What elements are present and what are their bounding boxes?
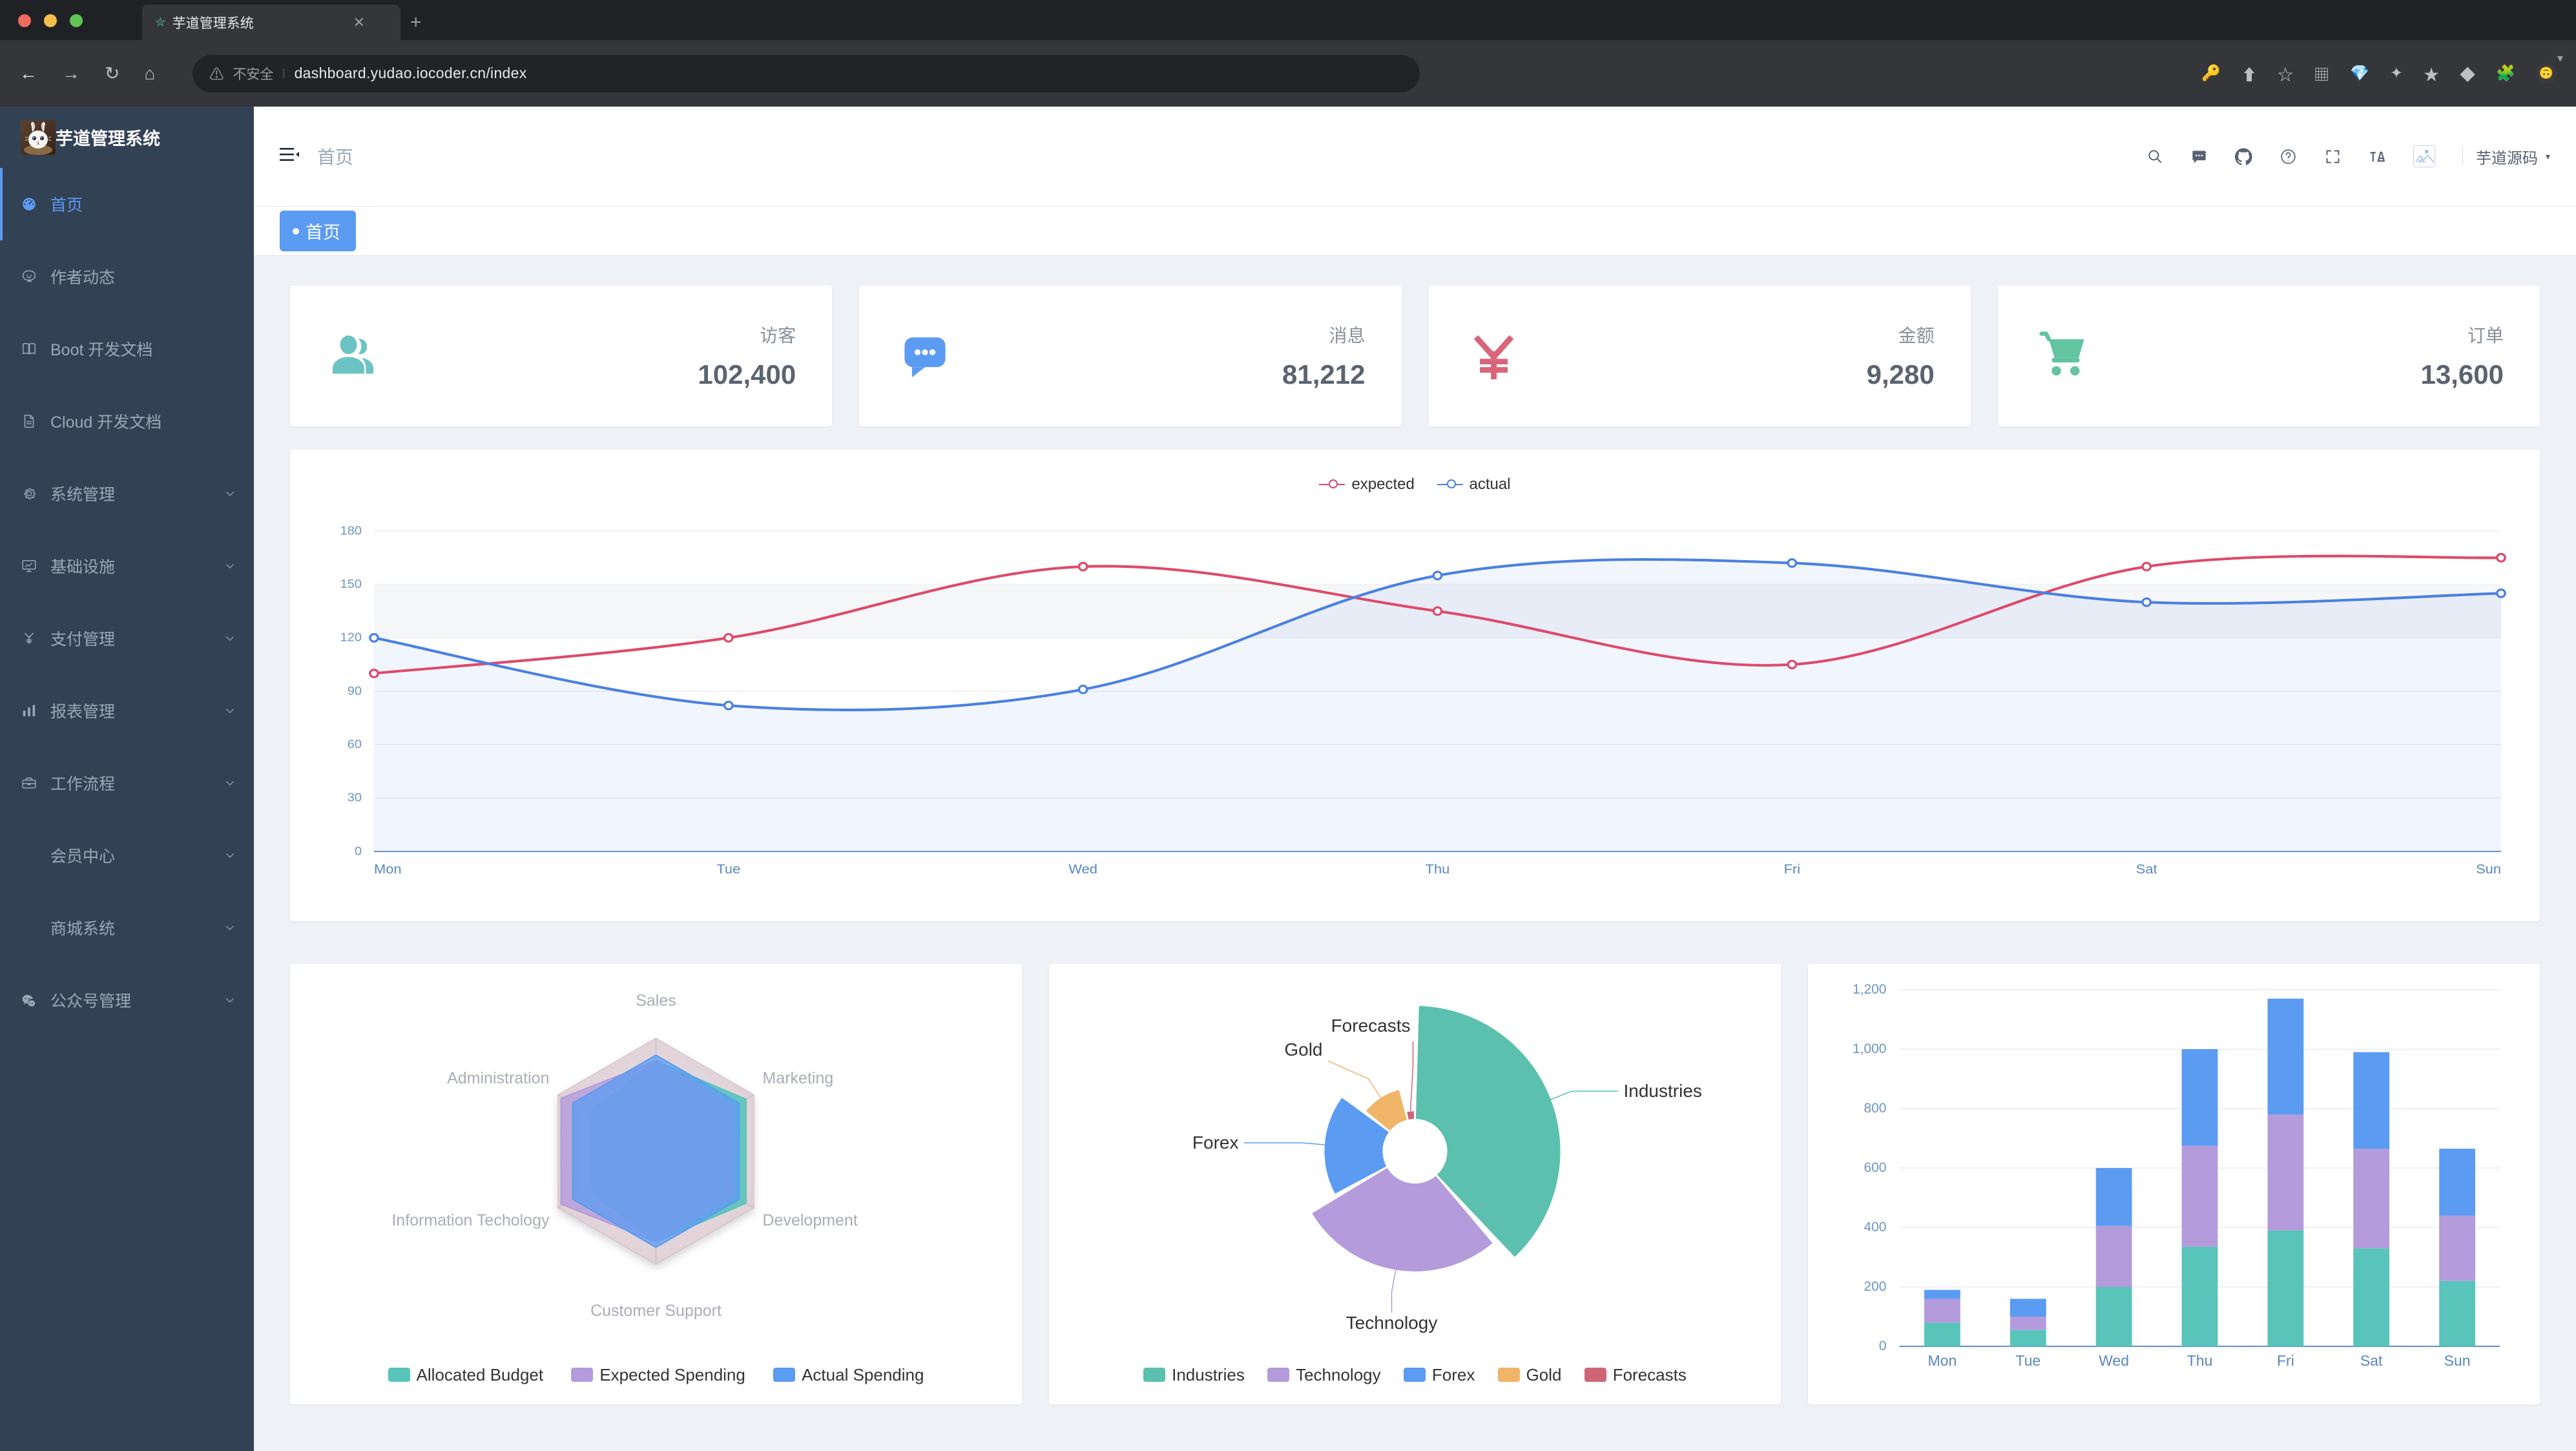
svg-text:Marketing: Marketing (763, 1069, 834, 1087)
svg-text:150: 150 (340, 577, 362, 590)
svg-text:600: 600 (1864, 1160, 1886, 1175)
svg-text:Fri: Fri (1784, 862, 1800, 877)
svg-text:60: 60 (348, 737, 362, 751)
svg-text:120: 120 (340, 631, 362, 644)
svg-text:30: 30 (348, 791, 362, 804)
svg-text:Sun: Sun (2444, 1352, 2471, 1369)
svg-text:Forecasts: Forecasts (1331, 1016, 1411, 1036)
svg-text:1,200: 1,200 (1853, 982, 1887, 997)
svg-text:Sun: Sun (2476, 862, 2501, 877)
svg-text:90: 90 (348, 684, 362, 698)
svg-text:Technology: Technology (1346, 1313, 1438, 1333)
svg-text:Development: Development (763, 1211, 858, 1229)
svg-text:0: 0 (355, 844, 362, 858)
svg-text:180: 180 (340, 524, 362, 538)
svg-text:Sat: Sat (2360, 1352, 2383, 1369)
svg-text:Sales: Sales (636, 992, 676, 1010)
svg-text:Information Techology: Information Techology (391, 1211, 550, 1229)
svg-text:Sat: Sat (2136, 862, 2157, 877)
svg-text:800: 800 (1864, 1101, 1886, 1116)
svg-text:1,000: 1,000 (1853, 1041, 1887, 1056)
svg-text:Fri: Fri (2277, 1352, 2294, 1369)
svg-text:Forex: Forex (1192, 1133, 1239, 1153)
svg-text:Wed: Wed (1068, 862, 1097, 877)
svg-text:Industries: Industries (1624, 1081, 1702, 1101)
svg-text:Gold: Gold (1284, 1039, 1322, 1060)
svg-text:Mon: Mon (374, 862, 402, 877)
svg-text:0: 0 (1879, 1339, 1887, 1353)
svg-text:Thu: Thu (2187, 1352, 2213, 1369)
svg-text:Tue: Tue (716, 862, 740, 877)
svg-text:Customer Support: Customer Support (590, 1302, 722, 1320)
svg-text:Tue: Tue (2015, 1352, 2041, 1369)
svg-text:200: 200 (1864, 1279, 1886, 1294)
svg-text:Administration: Administration (447, 1069, 549, 1087)
svg-text:Wed: Wed (2099, 1352, 2129, 1369)
svg-text:Thu: Thu (1426, 862, 1450, 877)
svg-text:Mon: Mon (1928, 1352, 1957, 1369)
svg-text:400: 400 (1864, 1220, 1886, 1235)
